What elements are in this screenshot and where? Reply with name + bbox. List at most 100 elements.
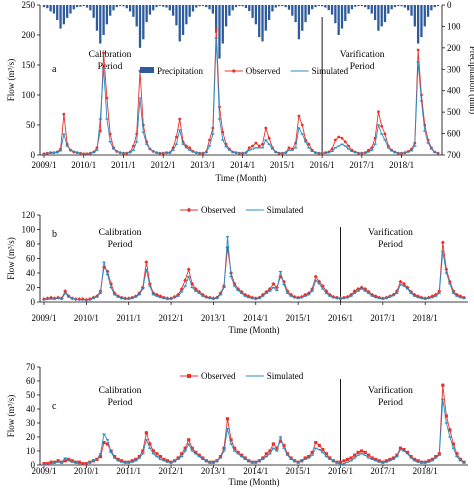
x-tick-label: 2011/1 [111,160,136,170]
point-observed [148,442,152,446]
precip-bar [410,5,413,16]
point-observed [340,136,344,140]
precip-bar [258,5,261,38]
point-observed [268,449,272,453]
precip-bar [400,5,403,7]
precip-bar [142,5,145,40]
x-tick-label: 2013/1 [190,160,215,170]
precip-bar [317,5,320,7]
precip-bar [109,5,112,16]
precip-bar [420,5,423,38]
point-observed [391,456,396,460]
point-observed [451,442,456,446]
precip-bar [294,5,297,23]
point-observed [285,452,290,456]
panel-letter: a [52,64,57,75]
point-observed [63,289,68,294]
point-observed [440,240,445,245]
precip-bar [383,5,387,23]
calibration-period-label: Period [98,62,123,72]
precip-bar [218,5,221,59]
point-observed [62,112,66,116]
x-tick-label: 2014/1 [243,466,268,476]
precip-bar [314,5,317,8]
precip-bar [244,5,248,8]
precip-bar [128,5,132,12]
y-tick-label: 20 [26,432,36,442]
x-tick-label: 2017/1 [349,160,374,170]
point-observed [183,446,187,450]
y-axis-label: Flow (m³/s) [6,237,16,279]
precip-bar [122,5,125,7]
precip-bar [307,5,311,15]
precip-bar [274,5,277,8]
precip-bar [238,5,241,7]
point-observed [264,452,268,456]
legend-label-observed: Observed [246,66,281,76]
precip-bar [231,5,234,11]
point-observed [186,267,191,272]
precip-bar [145,5,148,23]
point-observed [333,138,337,142]
precip-bar [297,5,301,40]
precip-bar [205,5,208,8]
point-observed [307,142,311,146]
x-axis-label: Time (Month) [229,325,280,335]
legend-marker [186,207,192,213]
precip-bar [148,5,152,15]
precip-bar [198,5,201,7]
point-observed [176,456,180,460]
y-tick-label: 0 [31,150,36,160]
precip-bar [248,5,251,11]
panel-letter: b [52,229,57,240]
point-observed [374,457,378,461]
point-observed [402,281,406,286]
point-observed [430,457,434,461]
y-right-tick-label: 100 [447,21,461,31]
point-observed [388,457,392,461]
precip-bar [330,5,334,15]
precip-bar [416,5,420,44]
precip-bar [347,5,350,14]
point-observed [395,453,399,457]
precip-bar [377,5,380,31]
precip-bar [334,5,337,24]
precip-bar [234,5,238,8]
point-observed [287,146,291,150]
point-observed [271,442,276,446]
point-observed [345,457,350,461]
x-axis-label: Time (Month) [216,173,267,183]
y-tick-label: 20 [26,283,36,293]
legend-marker [232,69,236,73]
point-observed [49,460,53,464]
point-observed [343,140,347,144]
precip-bar [281,5,284,7]
precip-bar [52,5,56,14]
legend-label-observed: Observed [201,205,236,215]
point-observed [338,460,343,464]
y-tick-label: 100 [22,225,36,235]
precip-bar [125,5,128,9]
point-observed [208,138,211,142]
precip-bar [251,5,254,18]
precip-bar [370,5,373,14]
point-observed [175,135,178,139]
point-observed [158,455,163,459]
x-tick-label: 2015/1 [270,160,295,170]
point-observed [190,446,194,450]
legend-label-simulated: Simulated [267,205,304,215]
legend-label-precipitation: Precipitation [157,66,203,76]
precip-bar [89,5,92,11]
precip-bar [327,5,330,11]
point-observed [42,462,46,466]
precip-bar [301,5,304,31]
x-tick-label: 2015/1 [286,466,311,476]
precip-bar [59,5,62,29]
panel-a: 0 50 100 150 200 250 0 100 200 300 400 500 600 700 Pre… [6,0,474,183]
point-observed [441,383,445,387]
point-observed [63,459,67,463]
point-observed [102,441,106,445]
precip-bar [211,5,215,14]
precip-bar [221,5,224,44]
y-right-tick-label: 500 [447,107,461,117]
